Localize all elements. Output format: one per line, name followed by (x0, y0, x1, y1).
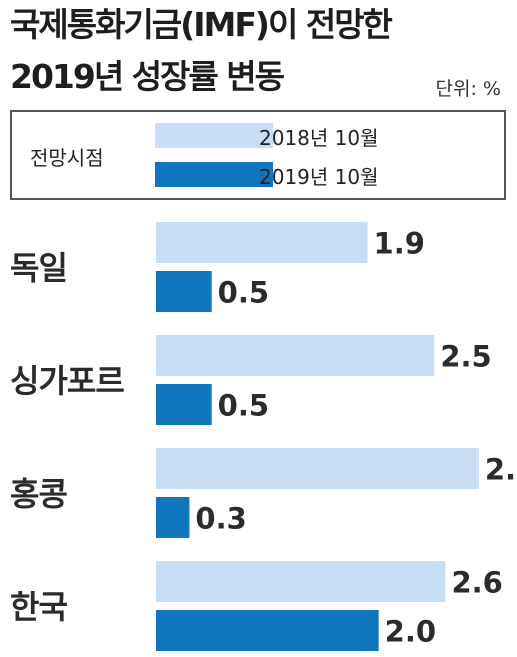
data-label: 2.0 (385, 615, 436, 649)
bar (156, 561, 446, 602)
bar (156, 222, 368, 263)
legend: 전망시점 2018년 10월 2019년 10월 (10, 110, 506, 200)
data-label: 1.9 (374, 227, 425, 261)
bar (156, 271, 212, 312)
legend-title: 전망시점 (30, 146, 104, 170)
data-label: 0.5 (218, 389, 269, 423)
legend-label-2019: 2019년 10월 (259, 165, 379, 189)
bar (156, 497, 190, 538)
category-label: 홍콩 (10, 475, 67, 513)
legend-swatch-2019 (155, 162, 273, 187)
data-label: 2.9 (485, 453, 517, 487)
data-label: 2.6 (451, 566, 502, 600)
category-label: 한국 (10, 588, 67, 626)
data-label: 2.5 (440, 340, 491, 374)
bar (156, 610, 379, 651)
bar (156, 448, 479, 489)
data-label: 0.3 (195, 502, 246, 536)
chart-title-line1: 국제통화기금(IMF)이 전망한 (10, 5, 393, 44)
data-label: 0.5 (218, 276, 269, 310)
bar (156, 335, 435, 376)
bar (156, 384, 212, 425)
category-label: 독일 (10, 249, 67, 287)
legend-label-2018: 2018년 10월 (259, 126, 379, 150)
category-label: 싱가포르 (10, 362, 124, 400)
legend-swatch-2018 (155, 123, 273, 148)
unit-label: 단위: % (435, 78, 501, 100)
chart-title-line2: 2019년 성장률 변동 (10, 57, 285, 96)
